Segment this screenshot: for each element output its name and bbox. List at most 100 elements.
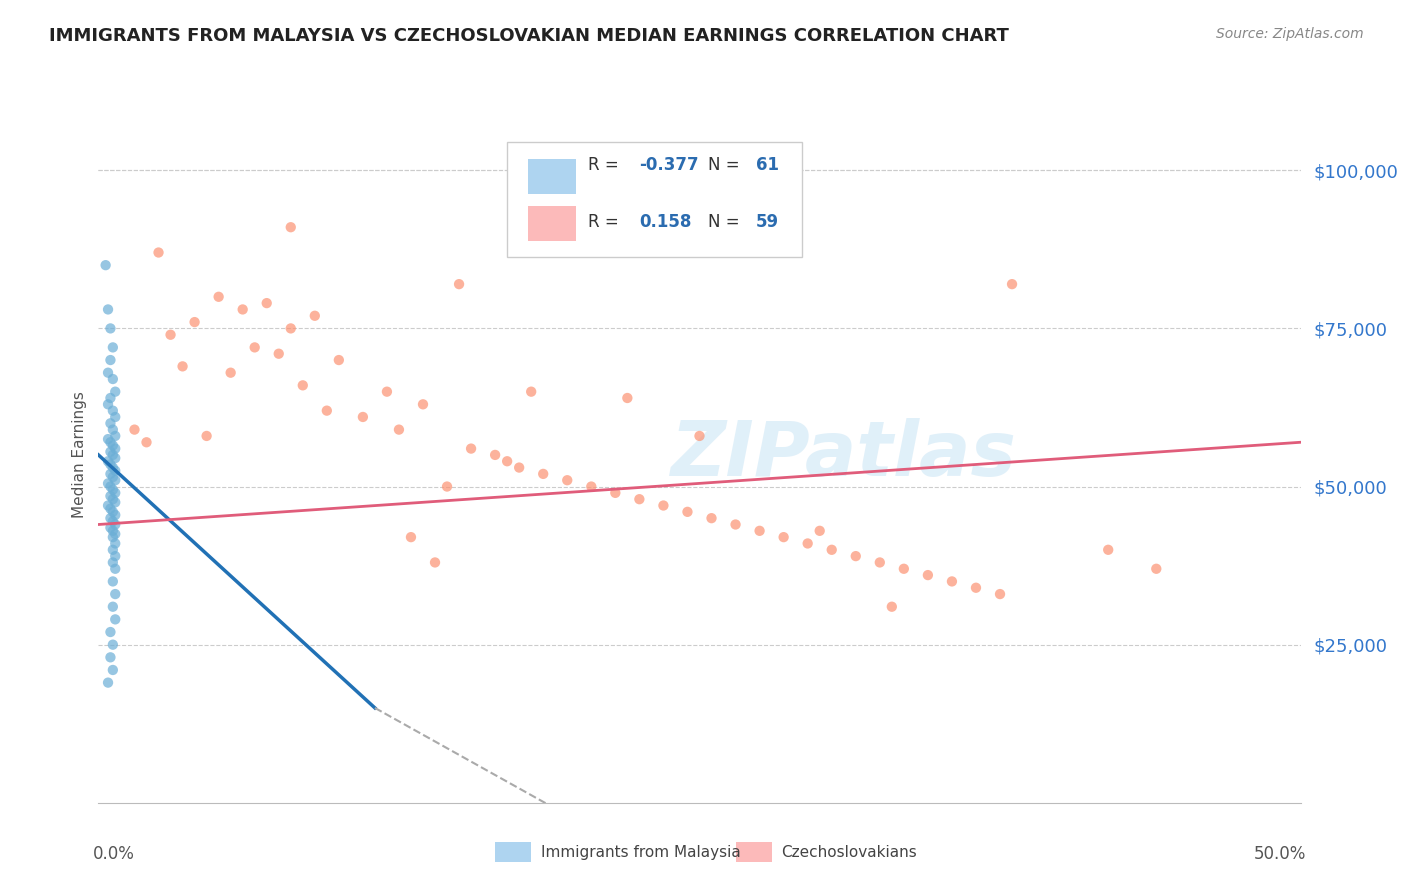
Point (101, 556, 124, 570)
Point (100, 353, 122, 368)
Point (917, 568, 939, 582)
Point (328, 353, 350, 368)
Point (821, 542, 844, 557)
Point (724, 517, 747, 532)
Point (436, 479, 458, 493)
Point (1097, 542, 1119, 557)
Point (628, 492, 651, 507)
Point (101, 492, 124, 507)
Point (97, 499, 120, 513)
Point (97, 432, 120, 446)
Text: N =: N = (707, 213, 745, 231)
Text: 0.158: 0.158 (640, 213, 692, 231)
Point (104, 464, 127, 478)
Text: Czechoslovakians: Czechoslovakians (782, 845, 917, 860)
Point (159, 327, 181, 342)
Point (195, 429, 218, 443)
Point (748, 524, 770, 538)
Point (101, 470, 124, 484)
Point (100, 650, 122, 665)
Text: N =: N = (707, 156, 745, 174)
Point (97, 397, 120, 411)
Point (104, 473, 127, 487)
Point (101, 372, 124, 386)
Point (101, 340, 124, 354)
Point (100, 417, 122, 431)
Point (104, 612, 127, 626)
Point (104, 486, 127, 500)
Point (101, 524, 124, 538)
Point (97, 366, 120, 380)
Point (104, 517, 127, 532)
Bar (495, 842, 531, 862)
Point (100, 511, 122, 525)
Point (104, 384, 127, 399)
Point (104, 442, 127, 456)
Point (101, 663, 124, 677)
Point (101, 638, 124, 652)
Point (100, 625, 122, 640)
Point (460, 442, 482, 456)
Point (845, 549, 868, 563)
Point (941, 574, 963, 589)
Point (508, 460, 530, 475)
Point (104, 451, 127, 466)
Point (94, 258, 117, 272)
Point (280, 321, 302, 335)
Point (100, 479, 122, 493)
Point (100, 321, 122, 335)
Point (101, 599, 124, 614)
Point (104, 549, 127, 563)
Point (808, 524, 831, 538)
Point (880, 599, 903, 614)
Point (219, 366, 242, 380)
Point (100, 521, 122, 535)
Bar (735, 842, 772, 862)
Point (399, 530, 422, 544)
Y-axis label: Median Earnings: Median Earnings (72, 392, 87, 518)
Point (893, 562, 915, 576)
Point (104, 527, 127, 541)
Text: R =: R = (588, 156, 624, 174)
Point (988, 587, 1011, 601)
Point (97, 675, 120, 690)
Bar (527, 159, 575, 194)
Point (447, 277, 470, 292)
Point (965, 581, 987, 595)
Point (388, 423, 411, 437)
Point (101, 574, 124, 589)
Point (208, 290, 231, 304)
Text: 59: 59 (756, 213, 779, 231)
FancyBboxPatch shape (508, 142, 801, 257)
Point (652, 499, 675, 513)
Point (256, 296, 278, 310)
Point (100, 467, 122, 481)
Point (315, 403, 337, 417)
Point (104, 429, 127, 443)
Text: IMMIGRANTS FROM MALAYSIA VS CZECHOSLOVAKIAN MEDIAN EARNINGS CORRELATION CHART: IMMIGRANTS FROM MALAYSIA VS CZECHOSLOVAK… (49, 27, 1010, 45)
Text: Source: ZipAtlas.com: Source: ZipAtlas.com (1216, 27, 1364, 41)
Point (304, 309, 326, 323)
Point (280, 220, 302, 235)
Point (172, 359, 194, 374)
Point (291, 378, 314, 392)
Point (1001, 277, 1024, 292)
Point (676, 505, 699, 519)
Point (101, 460, 124, 475)
Text: R =: R = (588, 213, 624, 231)
Point (101, 514, 124, 528)
Text: 61: 61 (756, 156, 779, 174)
Point (124, 423, 146, 437)
Point (101, 438, 124, 452)
Point (484, 448, 506, 462)
Point (97, 454, 120, 468)
Point (267, 347, 290, 361)
Point (100, 444, 122, 458)
Point (100, 391, 122, 405)
Point (104, 508, 127, 522)
Point (531, 467, 554, 481)
Point (101, 542, 124, 557)
Point (496, 454, 519, 468)
Point (104, 409, 127, 424)
Point (104, 562, 127, 576)
